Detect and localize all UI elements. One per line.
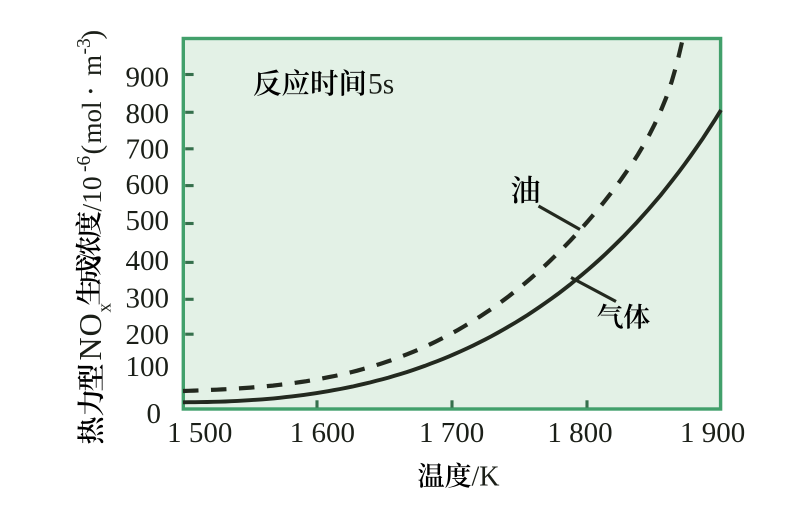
- svg-text:600: 600: [126, 169, 170, 201]
- svg-text:(: (: [76, 145, 108, 155]
- svg-text:-3: -3: [74, 38, 95, 54]
- svg-text:x: x: [95, 303, 116, 313]
- svg-text:1 700: 1 700: [419, 417, 484, 449]
- svg-text:900: 900: [126, 62, 170, 94]
- svg-text:700: 700: [126, 134, 170, 166]
- svg-text:0: 0: [147, 398, 162, 430]
- svg-text:300: 300: [126, 283, 170, 315]
- svg-text:1 500: 1 500: [167, 417, 232, 449]
- svg-text:): ): [76, 30, 108, 40]
- svg-text:NO: NO: [72, 312, 108, 360]
- svg-text:/10: /10: [76, 176, 107, 211]
- svg-text:800: 800: [126, 98, 170, 130]
- svg-text:100: 100: [126, 351, 170, 383]
- svg-text:mol: mol: [77, 101, 107, 143]
- svg-text:1 600: 1 600: [290, 417, 355, 449]
- svg-text:500: 500: [126, 205, 170, 237]
- svg-text:1 800: 1 800: [547, 417, 612, 449]
- svg-text:5s: 5s: [368, 69, 394, 101]
- svg-text:200: 200: [126, 319, 170, 351]
- svg-text:-6: -6: [74, 156, 95, 172]
- svg-text:·: ·: [72, 86, 108, 97]
- svg-text:400: 400: [126, 245, 170, 277]
- svg-text:/K: /K: [472, 462, 500, 493]
- svg-text:1 900: 1 900: [680, 417, 745, 449]
- svg-text:m: m: [77, 55, 107, 76]
